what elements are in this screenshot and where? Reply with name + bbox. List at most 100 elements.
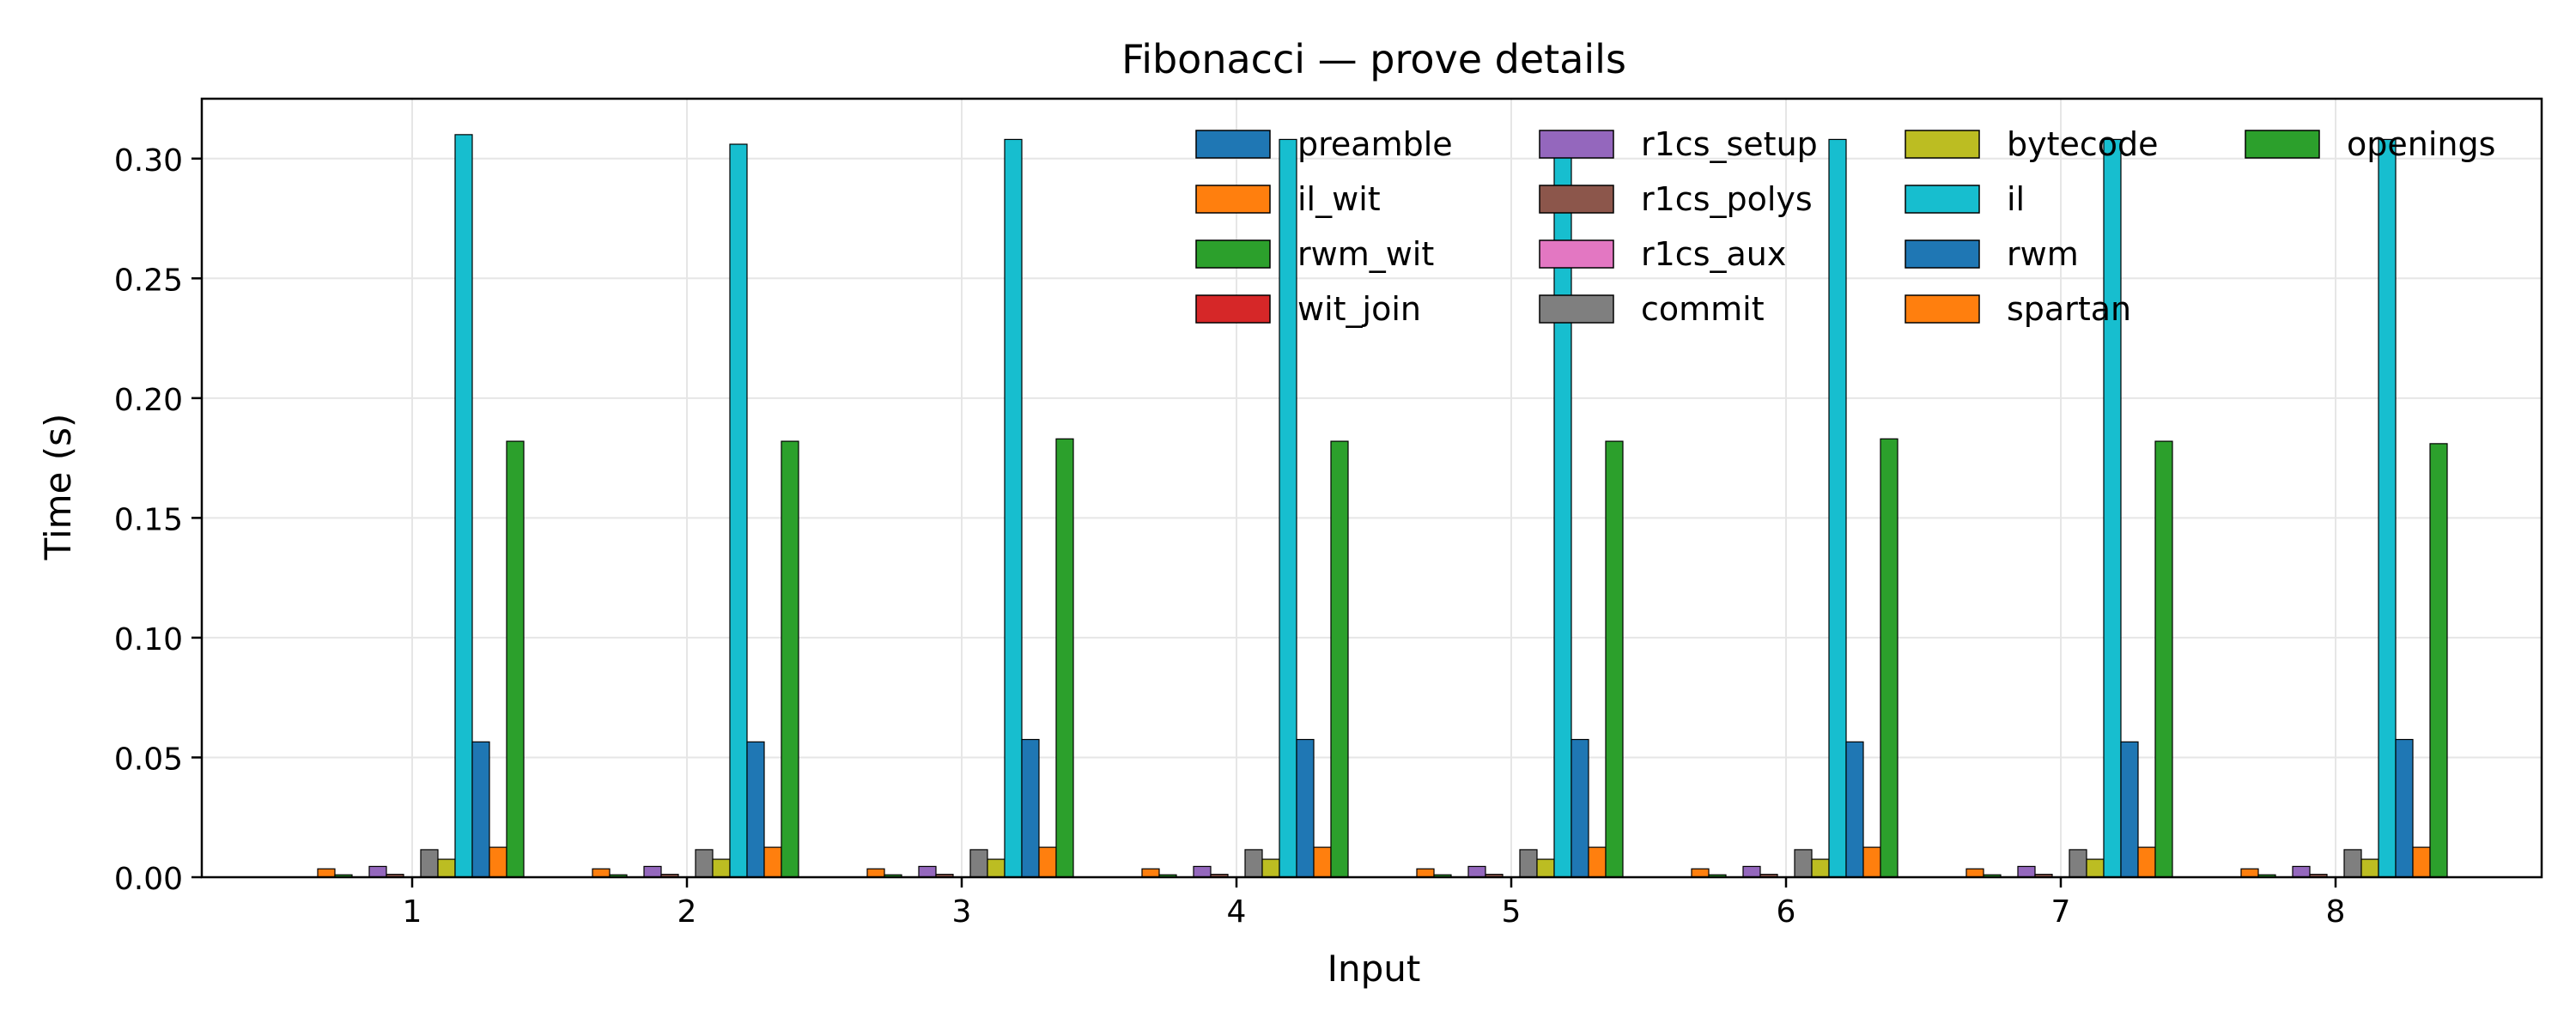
bar-spartan-5 <box>1588 846 1607 878</box>
bar-r1cs_setup-2 <box>643 865 662 878</box>
bar-bytecode-4 <box>1261 858 1280 878</box>
bar-il_wit-2 <box>592 868 611 878</box>
bar-commit-4 <box>1244 849 1263 878</box>
bar-bytecode-5 <box>1536 858 1555 878</box>
bar-bytecode-2 <box>712 858 731 878</box>
bar-commit-2 <box>695 849 714 878</box>
y-tick-label: 0.20 <box>114 383 183 418</box>
y-axis-label: Time (s) <box>37 414 79 561</box>
bar-spartan-2 <box>763 846 782 878</box>
bar-openings-2 <box>781 440 799 878</box>
y-tick-label: 0.30 <box>114 143 183 179</box>
bar-il-3 <box>1004 138 1023 878</box>
y-tick-label: 0.00 <box>114 862 183 897</box>
legend-label-il_wit: il_wit <box>1297 180 1381 218</box>
legend-swatch-r1cs_setup <box>1539 130 1614 159</box>
legend-swatch-il <box>1905 185 1980 214</box>
bar-il_wit-6 <box>1691 868 1710 878</box>
bar-r1cs_setup-6 <box>1742 865 1761 878</box>
bar-spartan-8 <box>2412 846 2431 878</box>
plot-frame <box>200 97 2543 879</box>
bar-il_wit-5 <box>1416 868 1435 878</box>
legend-label-rwm: rwm <box>2007 235 2079 273</box>
x-tick-label: 1 <box>403 894 422 930</box>
bar-spartan-4 <box>1313 846 1332 878</box>
legend-label-r1cs_setup: r1cs_setup <box>1641 125 1818 163</box>
bar-rwm-3 <box>1021 738 1040 878</box>
bar-openings-6 <box>1880 438 1899 878</box>
bar-rwm-5 <box>1571 738 1589 878</box>
bar-r1cs_setup-1 <box>368 865 387 878</box>
legend-swatch-wit_join <box>1195 294 1271 324</box>
bar-spartan-1 <box>489 846 507 878</box>
legend-swatch-bytecode <box>1905 130 1980 159</box>
bar-spartan-3 <box>1038 846 1057 878</box>
y-tick-label: 0.10 <box>114 622 183 657</box>
x-tick-label: 6 <box>1777 894 1796 930</box>
bar-il-8 <box>2378 138 2397 878</box>
legend-swatch-rwm_wit <box>1195 239 1271 269</box>
bar-il_wit-4 <box>1141 868 1160 878</box>
bar-spartan-7 <box>2137 846 2156 878</box>
bar-il_wit-7 <box>1965 868 1984 878</box>
legend-swatch-il_wit <box>1195 185 1271 214</box>
bar-openings-4 <box>1330 440 1349 878</box>
bar-commit-3 <box>969 849 988 878</box>
x-axis-label: Input <box>1327 948 1421 990</box>
legend-swatch-rwm <box>1905 239 1980 269</box>
bar-openings-7 <box>2154 440 2173 878</box>
bar-il-2 <box>729 143 748 878</box>
legend-label-commit: commit <box>1641 290 1765 328</box>
y-tick-label: 0.25 <box>114 263 183 298</box>
bar-rwm-6 <box>1845 741 1864 878</box>
bar-commit-5 <box>1519 849 1538 878</box>
y-tick-label: 0.05 <box>114 742 183 777</box>
legend-label-preamble: preamble <box>1297 125 1453 163</box>
legend-label-il: il <box>2007 180 2025 218</box>
bar-bytecode-1 <box>437 858 456 878</box>
bar-openings-3 <box>1055 438 1074 878</box>
bar-rwm-8 <box>2395 738 2414 878</box>
bar-il-7 <box>2103 138 2122 878</box>
bar-bytecode-8 <box>2360 858 2379 878</box>
bar-bytecode-7 <box>2086 858 2105 878</box>
legend-label-r1cs_polys: r1cs_polys <box>1641 180 1813 218</box>
legend-label-r1cs_aux: r1cs_aux <box>1641 235 1786 273</box>
bar-il-4 <box>1279 138 1297 878</box>
bar-il-1 <box>454 134 473 878</box>
x-tick-label: 2 <box>677 894 697 930</box>
bar-il_wit-3 <box>866 868 885 878</box>
ticks: 0.00 0.05 0.10 0.15 0.20 0.25 0.30 1 2 3 4 5 6 7 8 <box>114 143 2346 930</box>
legend-label-bytecode: bytecode <box>2007 125 2159 163</box>
legend-swatch-preamble <box>1195 130 1271 159</box>
bar-r1cs_setup-5 <box>1467 865 1486 878</box>
x-tick-label: 5 <box>1502 894 1522 930</box>
bar-r1cs_setup-3 <box>918 865 937 878</box>
x-tick-label: 3 <box>952 894 972 930</box>
bar-r1cs_setup-8 <box>2292 865 2311 878</box>
bar-spartan-6 <box>1862 846 1881 878</box>
bar-il-6 <box>1828 138 1847 878</box>
legend-swatch-r1cs_polys <box>1539 185 1614 214</box>
bar-commit-6 <box>1794 849 1813 878</box>
legend-label-rwm_wit: rwm_wit <box>1297 235 1434 273</box>
legend-label-openings: openings <box>2347 125 2495 163</box>
x-tick-label: 8 <box>2326 894 2346 930</box>
grid <box>202 99 2542 878</box>
y-tick-label: 0.15 <box>114 502 183 537</box>
legend-swatch-spartan <box>1905 294 1980 324</box>
bar-il_wit-1 <box>317 868 336 878</box>
bar-bytecode-6 <box>1811 858 1830 878</box>
x-tick-label: 4 <box>1227 894 1247 930</box>
bar-openings-8 <box>2429 443 2448 878</box>
legend-swatch-r1cs_aux <box>1539 239 1614 269</box>
bar-rwm-4 <box>1296 738 1315 878</box>
x-tick-label: 7 <box>2051 894 2071 930</box>
chart-title: Fibonacci — prove details <box>1121 36 1626 82</box>
legend: preamble il_wit rwm_wit wit_join r1cs_setupr… <box>1195 125 2495 328</box>
legend-label-spartan: spartan <box>2007 290 2131 328</box>
bar-bytecode-3 <box>987 858 1005 878</box>
bar-rwm-1 <box>471 741 490 878</box>
legend-swatch-openings <box>2245 130 2320 159</box>
